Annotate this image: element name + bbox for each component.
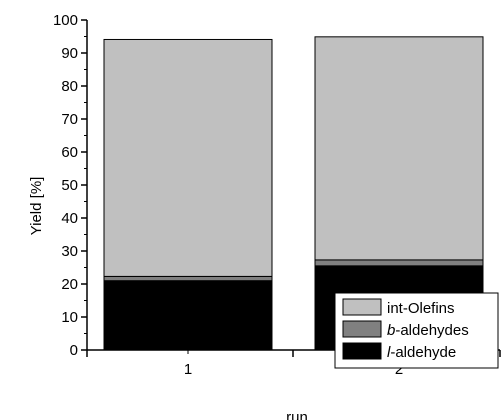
y-tick-label: 80 bbox=[61, 78, 78, 95]
legend-swatch-l-aldehyde bbox=[342, 342, 382, 360]
x-tick-label: 2 bbox=[395, 361, 403, 378]
bar-segment-run1-l-aldehyde bbox=[103, 280, 273, 351]
legend-swatch-b-aldehydes bbox=[342, 320, 382, 338]
bar-segment-run1-int-Olefins bbox=[103, 38, 273, 277]
y-tick-label: 10 bbox=[61, 309, 78, 326]
y-tick-label: 60 bbox=[61, 144, 78, 161]
bar-segment-run1-b-aldehydes bbox=[103, 275, 273, 282]
y-tick-label: 50 bbox=[61, 177, 78, 194]
y-axis-title: Yield [%] bbox=[28, 177, 45, 236]
axes-layer: 0 10 20 30 40 50 60 70 80 90 100 1 2 bbox=[53, 12, 501, 378]
legend: int-Olefins b-aldehydes l-aldehyde bbox=[334, 292, 499, 369]
legend-label-b-aldehydes: b-aldehydes bbox=[387, 322, 469, 339]
bar-segment-run2-b-aldehydes bbox=[314, 259, 484, 267]
legend-label-int-Olefins: int-Olefins bbox=[387, 300, 455, 317]
x-axis-title: run bbox=[286, 409, 308, 420]
bar-segment-run2-int-Olefins bbox=[314, 36, 484, 261]
y-tick-label: 20 bbox=[61, 276, 78, 293]
y-tick-label: 0 bbox=[70, 342, 78, 359]
y-tick-label: 100 bbox=[53, 12, 78, 29]
x-tick-label: 1 bbox=[184, 361, 192, 378]
y-tick-label: 30 bbox=[61, 243, 78, 260]
y-tick-label: 40 bbox=[61, 210, 78, 227]
legend-swatch-int-Olefins bbox=[342, 298, 382, 316]
legend-label-l-aldehyde: l-aldehyde bbox=[387, 344, 456, 361]
y-tick-label: 70 bbox=[61, 111, 78, 128]
y-tick-label: 90 bbox=[61, 45, 78, 62]
